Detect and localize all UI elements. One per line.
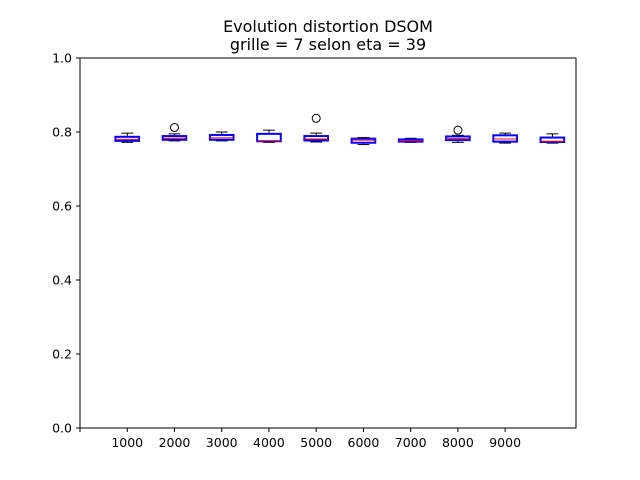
box-iqr	[114, 135, 141, 142]
y-tick-label: 0.2	[52, 347, 72, 362]
box-iqr	[350, 137, 377, 144]
box-iqr	[539, 136, 566, 143]
x-tick-label: 6000	[348, 435, 380, 450]
chart-title-line-2: grille = 7 selon eta = 39	[230, 35, 426, 54]
y-tick-label: 1.0	[52, 51, 72, 66]
x-tick-label: 7000	[395, 435, 427, 450]
outlier-point	[169, 123, 179, 133]
y-tick-label: 0.0	[52, 421, 72, 436]
plot-frame	[79, 57, 577, 429]
y-tick-label: 0.8	[52, 125, 72, 140]
box-iqr	[303, 135, 329, 142]
box-iqr	[256, 132, 282, 143]
x-tick-label: 3000	[206, 435, 238, 450]
x-tick-label: 5000	[300, 435, 332, 450]
box-iqr	[492, 134, 518, 143]
x-tick-label: 1000	[111, 435, 143, 450]
outlier-point	[311, 113, 321, 123]
y-tick-label: 0.6	[52, 199, 72, 214]
outlier-point	[453, 125, 463, 135]
y-tick-label: 0.4	[52, 273, 72, 288]
x-tick-label: 4000	[253, 435, 285, 450]
box-iqr	[208, 133, 235, 141]
x-tick-label: 9000	[489, 435, 521, 450]
chart-title-line-1: Evolution distortion DSOM	[223, 17, 433, 36]
x-tick-label: 2000	[159, 435, 191, 450]
x-tick-label: 8000	[442, 435, 474, 450]
